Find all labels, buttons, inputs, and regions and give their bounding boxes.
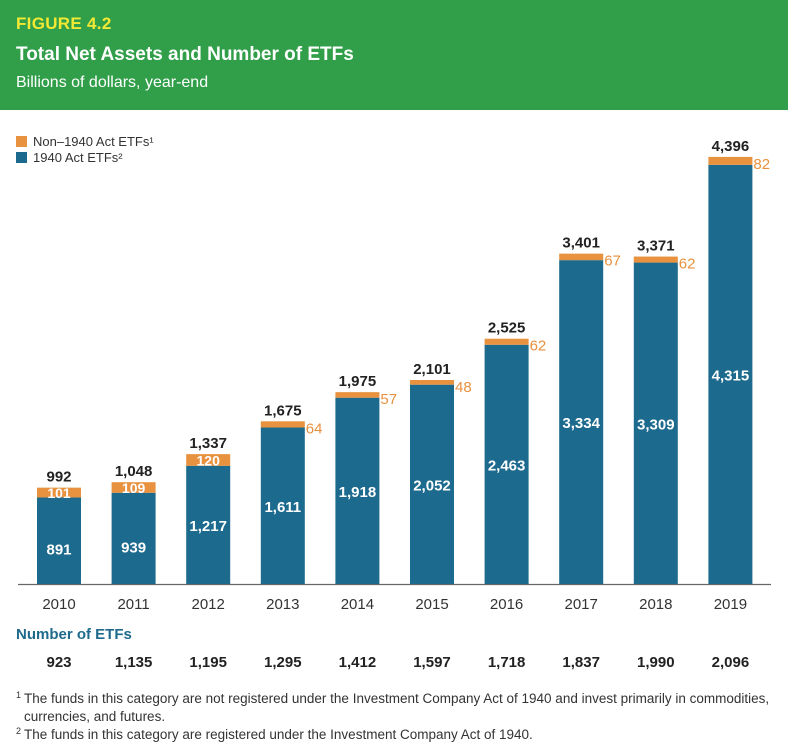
etf-count-value: 923 [46,654,71,671]
legend-item-1940: 1940 Act ETFs² [16,149,154,165]
bar-non-1940-act [484,338,529,345]
etf-count-value: 2,096 [712,654,750,671]
footnote-1: 1 The funds in this category are not regi… [16,690,776,726]
bar-non-1940-act [111,482,156,493]
legend: Non–1940 Act ETFs¹ 1940 Act ETFs² [16,133,154,165]
data-label-non-1940-act: 62 [679,256,696,273]
data-label-1940-act: 939 [121,539,146,556]
chart-title: Total Net Assets and Number of ETFs [16,44,354,65]
bar-1940-act [484,344,529,584]
data-label-total: 2,525 [488,320,526,337]
footnote-mark: 1 [16,690,22,700]
bar-non-1940-act [37,487,81,498]
etf-count-value: 1,837 [562,654,600,671]
figure-header: FIGURE 4.2 Total Net Assets and Number o… [0,0,788,110]
bar-non-1940-act [335,392,380,398]
bar-non-1940-act [410,380,454,385]
bar-non-1940-act [559,253,604,261]
data-label-total: 1,048 [115,463,153,480]
bar-1940-act [260,427,305,584]
legend-label: Non–1940 Act ETFs¹ [33,133,154,149]
x-tick-label: 2019 [714,596,747,613]
data-label-1940-act: 4,315 [712,367,750,384]
etf-count-value: 1,412 [339,654,377,671]
data-label-1940-act: 1,918 [339,484,377,501]
x-tick-label: 2015 [415,596,448,613]
x-tick-label: 2011 [117,596,149,613]
bar-1940-act [633,262,678,584]
etf-count-heading: Number of ETFs [16,626,132,643]
etf-count-value: 1,718 [488,654,526,671]
data-label-total: 1,975 [339,373,377,390]
etf-count-value: 1,597 [413,654,451,671]
data-label-total: 3,371 [637,238,675,255]
x-tick-label: 2010 [42,596,75,613]
data-label-non-1940-act: 109 [122,480,146,496]
x-tick-label: 2016 [490,596,523,613]
bar-1940-act [410,384,454,584]
x-tick-label: 2013 [266,596,299,613]
data-label-total: 2,101 [413,361,451,378]
x-tick-label: 2018 [639,596,672,613]
legend-label: 1940 Act ETFs² [33,149,123,165]
legend-swatch-non-1940 [16,135,27,147]
data-label-1940-act: 3,334 [562,415,600,432]
data-label-non-1940-act: 64 [306,420,323,437]
data-label-non-1940-act: 67 [604,253,621,270]
data-label-total: 1,337 [189,435,227,452]
data-label-1940-act: 2,463 [488,457,526,474]
bar-non-1940-act [260,421,305,428]
footnote-text: The funds in this category are not regis… [24,691,770,724]
data-label-1940-act: 891 [46,542,71,559]
footnote-2: 2 The funds in this category are register… [16,726,776,744]
bar-1940-act [708,164,753,584]
data-label-1940-act: 3,309 [637,416,675,433]
x-tick-label: 2012 [192,596,225,613]
data-label-1940-act: 1,217 [189,518,227,535]
bar-1940-act [37,497,81,584]
bar-non-1940-act [633,256,678,263]
data-label-non-1940-act: 101 [47,485,71,501]
footnote-text: The funds in this category are registere… [24,727,533,742]
bar-1940-act [335,397,380,584]
bar-1940-act [111,492,156,584]
bar-1940-act [559,260,604,584]
chart-subtitle: Billions of dollars, year-end [16,74,209,91]
etf-count-value: 1,990 [637,654,675,671]
footnote-mark: 2 [16,726,22,736]
data-label-total: 3,401 [562,235,600,252]
x-tick-label: 2017 [565,596,598,613]
etf-count-value: 1,295 [264,654,302,671]
footnotes: 1 The funds in this category are not regi… [16,690,776,744]
bar-non-1940-act [186,454,231,466]
bar-non-1940-act [708,156,753,165]
data-label-total: 1,675 [264,402,302,419]
data-label-1940-act: 1,611 [264,499,301,516]
bar-1940-act [186,465,231,584]
data-label-total: 992 [46,469,71,486]
data-label-non-1940-act: 57 [380,391,397,408]
data-label-1940-act: 2,052 [413,477,451,494]
data-label-non-1940-act: 120 [197,452,221,468]
data-label-non-1940-act: 82 [753,156,770,173]
legend-swatch-1940 [16,151,27,163]
data-label-total: 4,396 [712,138,750,155]
x-tick-label: 2014 [341,596,374,613]
etf-count-value: 1,135 [115,654,153,671]
legend-item-non-1940: Non–1940 Act ETFs¹ [16,133,154,149]
data-label-non-1940-act: 48 [455,379,472,396]
data-label-non-1940-act: 62 [530,338,547,355]
figure-label: FIGURE 4.2 [16,14,112,33]
etf-count-value: 1,195 [189,654,227,671]
